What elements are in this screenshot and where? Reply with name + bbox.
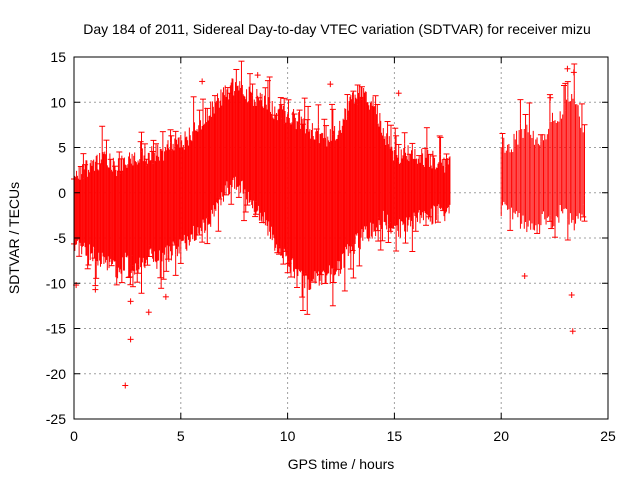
y-tick-label: 0 — [58, 185, 66, 201]
x-tick-label: 25 — [600, 428, 616, 444]
y-tick-label: -20 — [46, 366, 66, 382]
y-tick-label: 5 — [58, 140, 66, 156]
axis-ticks: 0 5 10 15 20 25 -25 -20 -15 -10 -5 0 5 10 15 — [46, 49, 616, 444]
y-tick-label: 15 — [50, 49, 66, 65]
y-tick-label: -15 — [46, 321, 66, 337]
chart-title: Day 184 of 2011, Sidereal Day-to-day VTE… — [83, 21, 591, 37]
x-tick-label: 20 — [493, 428, 509, 444]
y-tick-label: -10 — [46, 275, 66, 291]
x-tick-label: 5 — [177, 428, 185, 444]
x-axis-title: GPS time / hours — [288, 456, 395, 472]
y-tick-label: -5 — [54, 230, 67, 246]
y-tick-label: -25 — [46, 411, 66, 427]
x-tick-label: 0 — [70, 428, 78, 444]
y-tick-label: 10 — [50, 94, 66, 110]
x-tick-label: 15 — [387, 428, 403, 444]
data-series-sdtvar — [71, 60, 588, 389]
y-axis-title: SDTVAR / TECUs — [6, 182, 22, 294]
x-tick-label: 10 — [280, 428, 296, 444]
